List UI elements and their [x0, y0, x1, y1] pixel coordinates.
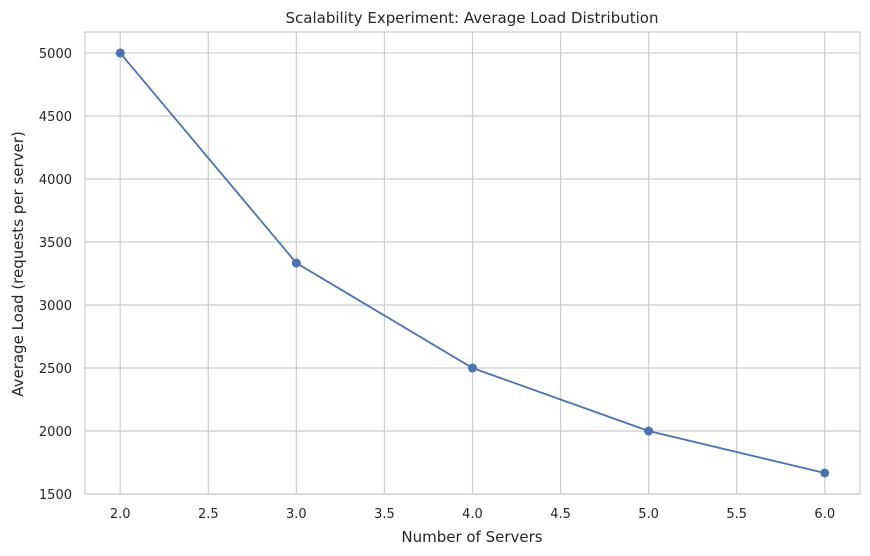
x-tick-label: 2.5 — [198, 507, 219, 522]
x-tick-label: 5.0 — [638, 507, 659, 522]
x-tick-label: 4.0 — [462, 507, 483, 522]
data-point — [115, 48, 125, 58]
y-tick-label: 5000 — [39, 47, 72, 62]
x-tick-label: 5.5 — [726, 507, 747, 522]
data-point — [644, 426, 654, 436]
y-tick-label: 3000 — [39, 299, 72, 314]
x-tick-label: 3.5 — [374, 507, 395, 522]
x-tick-labels: 2.0 2.5 3.0 3.5 4.0 4.5 5.0 5.5 6.0 — [110, 507, 835, 522]
x-tick-label: 4.5 — [550, 507, 571, 522]
series-layer — [115, 48, 830, 478]
y-tick-labels: 1500 2000 2500 3000 3500 4000 4500 5000 — [39, 47, 72, 503]
data-point — [820, 468, 830, 478]
data-point — [291, 258, 301, 268]
x-tick-label: 3.0 — [286, 507, 307, 522]
x-tick-label: 2.0 — [110, 507, 131, 522]
y-tick-label: 4000 — [39, 173, 72, 188]
y-tick-label: 2500 — [39, 362, 72, 377]
plot-frame — [84, 31, 861, 495]
y-tick-label: 4500 — [39, 110, 72, 125]
x-axis-label: Number of Servers — [401, 528, 542, 546]
chart-title: Scalability Experiment: Average Load Dis… — [286, 9, 659, 27]
x-tick-label: 6.0 — [814, 507, 835, 522]
y-axis-label: Average Load (requests per server) — [9, 131, 27, 397]
y-tick-label: 1500 — [39, 488, 72, 503]
data-point — [468, 363, 477, 373]
grid-lines — [85, 32, 860, 495]
y-tick-label: 3500 — [39, 236, 72, 251]
y-tick-label: 2000 — [39, 425, 72, 440]
